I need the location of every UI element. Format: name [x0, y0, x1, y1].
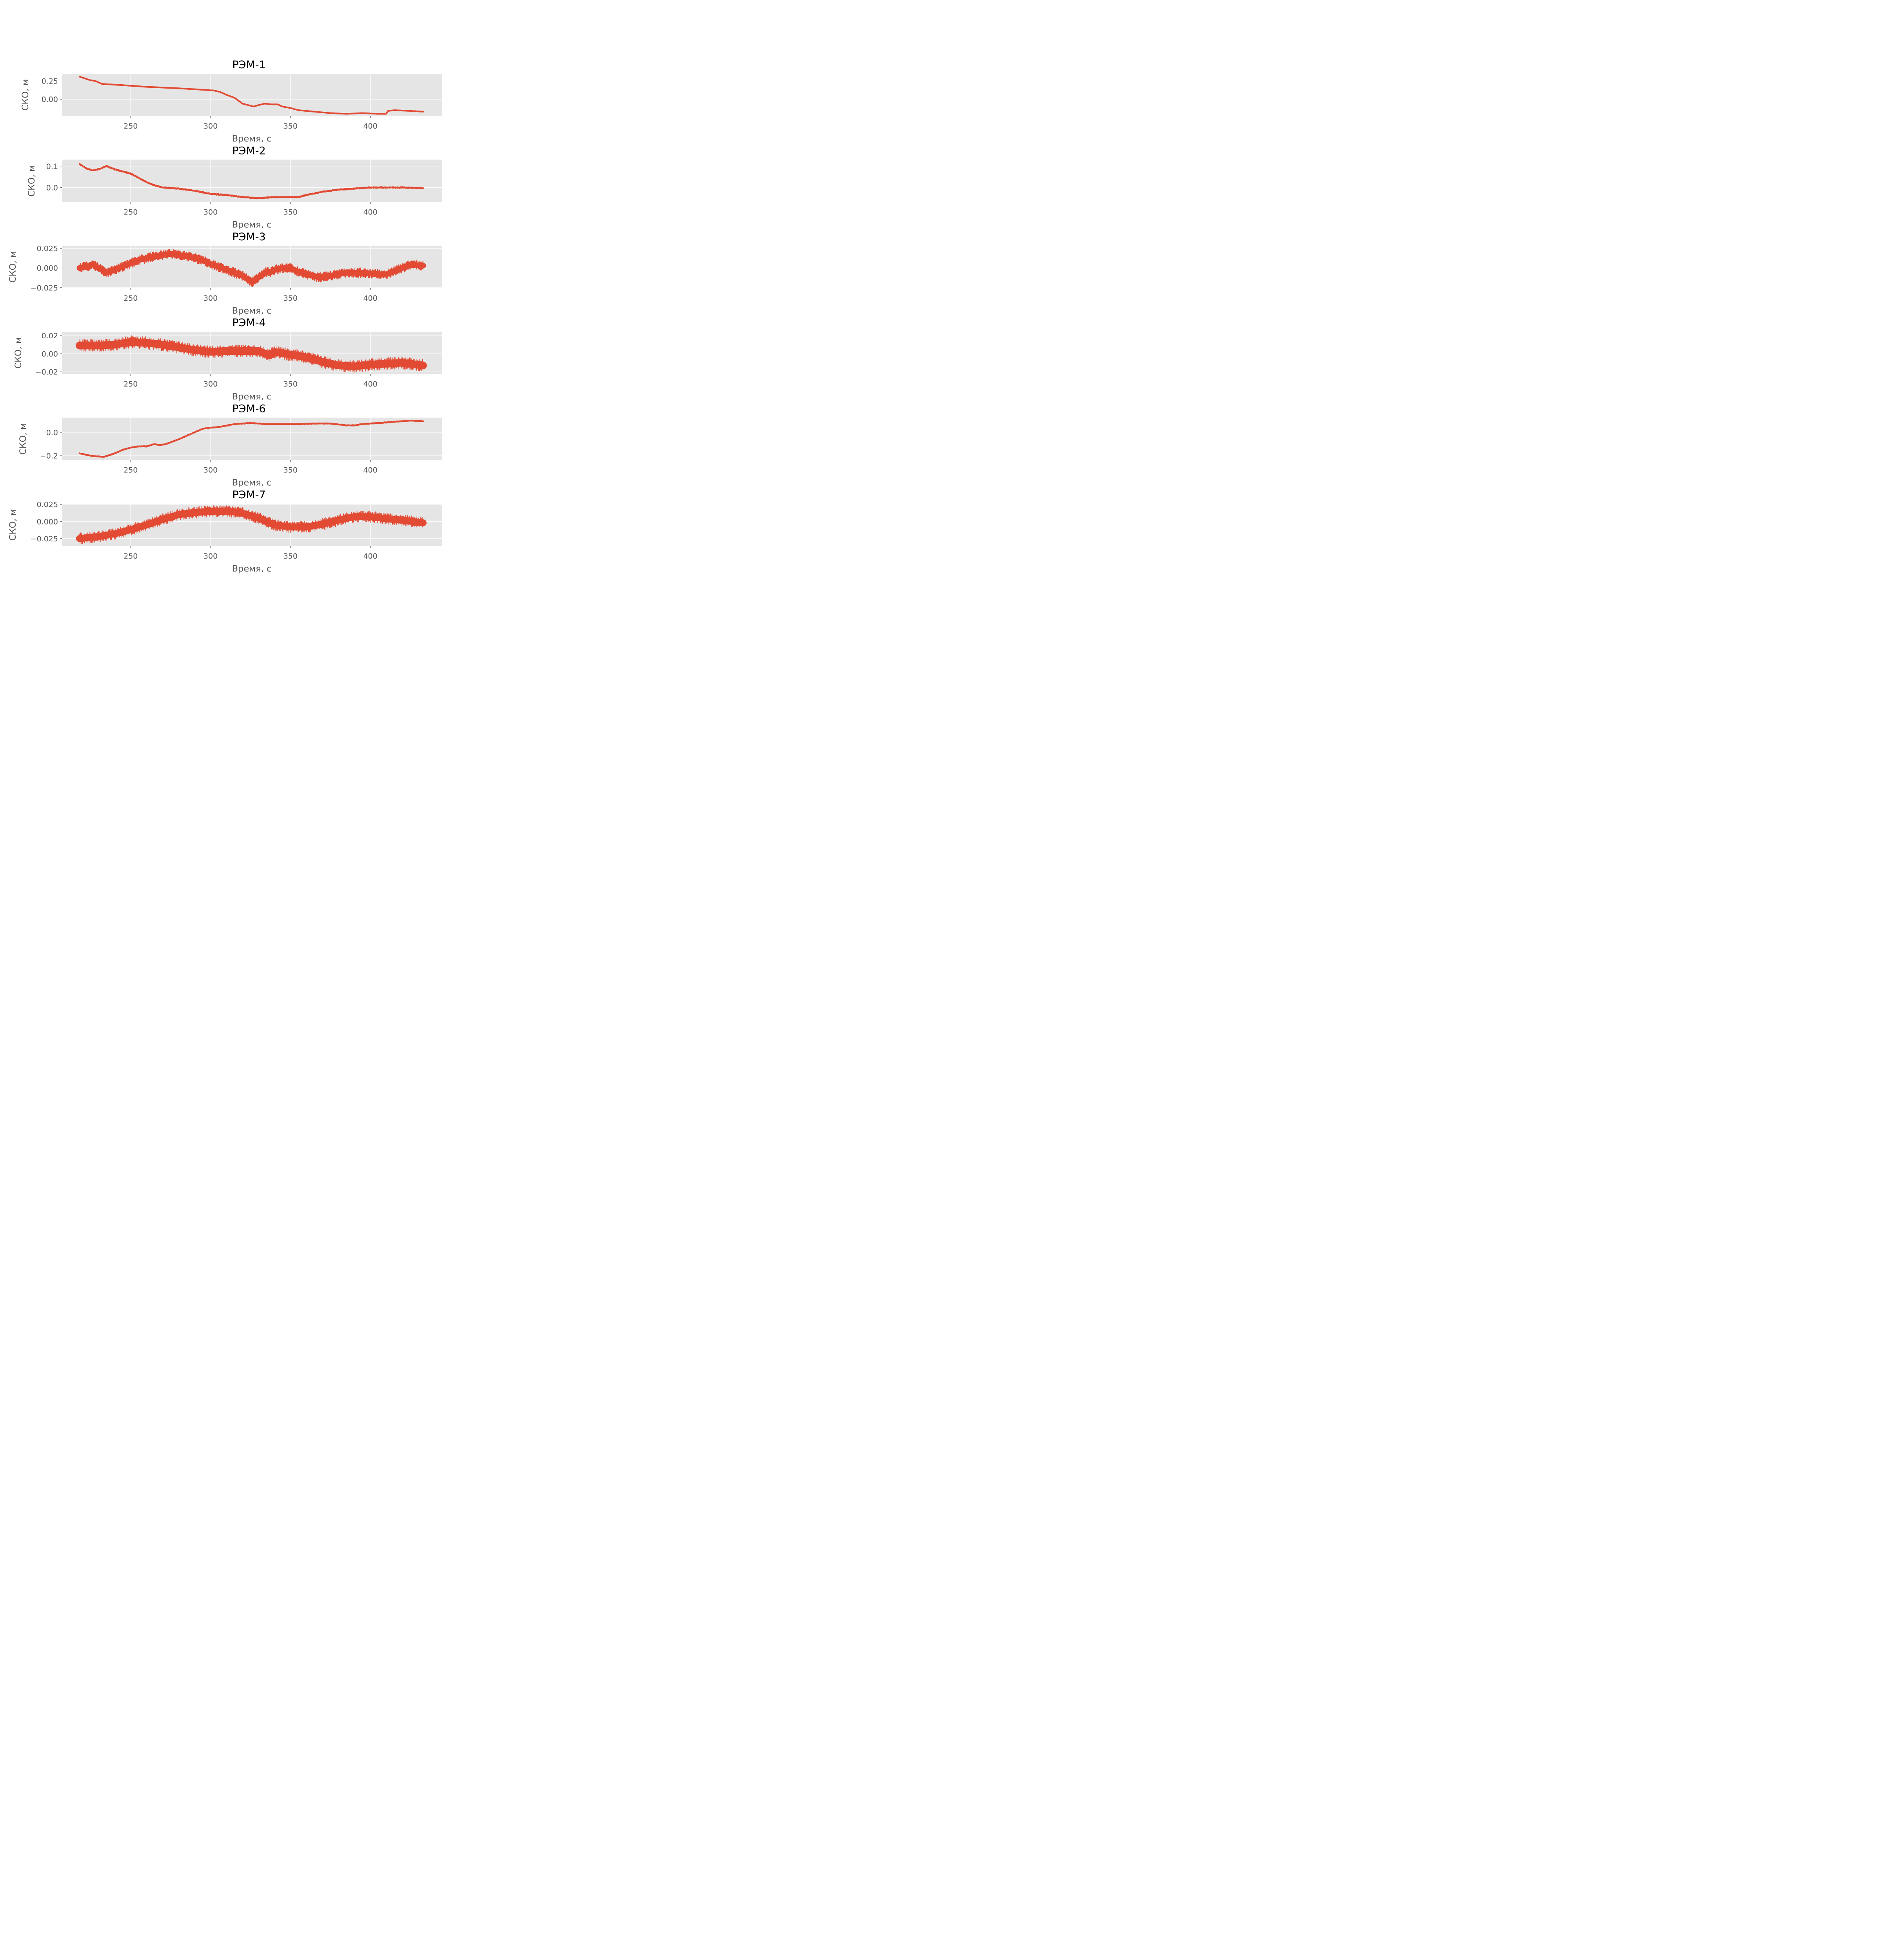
plot-area: [62, 160, 442, 202]
y-axis-label: СКО, м: [13, 337, 24, 369]
series-core: [78, 163, 424, 199]
y-tick-label: 0.000: [37, 264, 58, 273]
x-tick-label: 400: [363, 122, 377, 131]
y-tick-label: −0.2: [40, 452, 58, 461]
series-core: [76, 338, 427, 370]
x-tick-label: 250: [124, 208, 138, 216]
y-tick-label: 0.1: [46, 162, 58, 171]
y-tick-label: 0.25: [42, 77, 58, 86]
x-axis-label: Время, с: [232, 220, 272, 230]
y-tick-label: −0.025: [31, 535, 58, 543]
series-core: [76, 251, 426, 285]
y-tick-label: 0.025: [37, 244, 58, 253]
x-tick-label: 400: [363, 552, 377, 561]
y-tick-label: 0.0: [46, 183, 58, 192]
x-tick-label: 250: [124, 294, 138, 303]
plot-area: [62, 504, 442, 546]
plot-area: [62, 417, 442, 460]
x-tick-label: 250: [124, 380, 138, 388]
subplot-title: РЭМ-2: [232, 145, 265, 157]
x-tick-label: 250: [124, 122, 138, 131]
x-axis-label: Время, с: [232, 134, 272, 144]
subplot-title: РЭМ-7: [232, 489, 265, 501]
series-core: [78, 420, 424, 458]
y-axis-label: СКО, м: [8, 251, 18, 283]
y-tick-label: −0.025: [31, 284, 58, 292]
x-tick-label: 350: [283, 466, 298, 475]
x-tick-label: 350: [283, 294, 298, 303]
subplot-title: РЭМ-3: [232, 231, 265, 243]
plot-area: [62, 74, 442, 116]
x-tick-label: 350: [283, 552, 298, 561]
x-tick-label: 400: [363, 208, 377, 216]
y-tick-label: 0.025: [37, 501, 58, 509]
subplot-5: 250 300 350 400 0.0 −0.2 РЭМ-6 Время, с СКО, м: [18, 403, 442, 488]
x-tick-label: 400: [363, 380, 377, 388]
subplot-title: РЭМ-6: [232, 403, 265, 415]
series-core: [78, 76, 424, 115]
subplot-1: 250 300 350 400 0.25 0.00 РЭМ-1 Время, с СКО, м: [20, 59, 442, 144]
y-axis-label: СКО, м: [27, 165, 37, 197]
x-axis-label: Время, с: [232, 564, 272, 574]
subplot-title: РЭМ-1: [232, 59, 265, 71]
y-tick-label: −0.02: [35, 368, 58, 376]
x-tick-label: 350: [283, 380, 298, 388]
x-tick-label: 400: [363, 466, 377, 475]
y-axis-label: СКО, м: [18, 423, 28, 455]
x-axis-label: Время, с: [232, 306, 272, 316]
x-axis-label: Время, с: [232, 392, 272, 402]
x-tick-label: 250: [124, 466, 138, 475]
x-tick-label: 400: [363, 294, 377, 303]
y-axis-label: СКО, м: [20, 79, 31, 111]
subplot-title: РЭМ-4: [232, 317, 265, 329]
subplot-6: 250 300 350 400 0.025 0.000 −0.025 РЭМ-7 Время, …: [8, 489, 442, 574]
x-tick-label: 300: [203, 552, 218, 561]
y-tick-label: 0.000: [37, 517, 58, 526]
y-tick-label: 0.0: [46, 428, 58, 437]
y-axis-label: СКО, м: [8, 509, 18, 541]
y-tick-label: 0.02: [42, 332, 58, 340]
x-tick-label: 300: [203, 208, 218, 216]
y-tick-label: 0.00: [42, 350, 58, 358]
y-tick-label: 0.00: [42, 95, 58, 104]
subplot-3: 250 300 350 400 0.025 0.000 −0.025 РЭМ-3 Время, …: [8, 231, 442, 316]
x-tick-label: 250: [124, 552, 138, 561]
x-tick-label: 350: [283, 208, 298, 216]
x-tick-label: 350: [283, 122, 298, 131]
x-axis-label: Время, с: [232, 478, 272, 488]
x-tick-label: 300: [203, 294, 218, 303]
subplot-4: 250 300 350 400 0.02 0.00 −0.02 РЭМ-4 Время, с СК…: [13, 317, 442, 402]
x-tick-label: 300: [203, 466, 218, 475]
subplot-2: 250 300 350 400 0.1 0.0 РЭМ-2 Время, с СКО, м: [27, 145, 442, 230]
series-core: [76, 508, 427, 542]
x-tick-label: 300: [203, 122, 218, 131]
x-tick-label: 300: [203, 380, 218, 388]
